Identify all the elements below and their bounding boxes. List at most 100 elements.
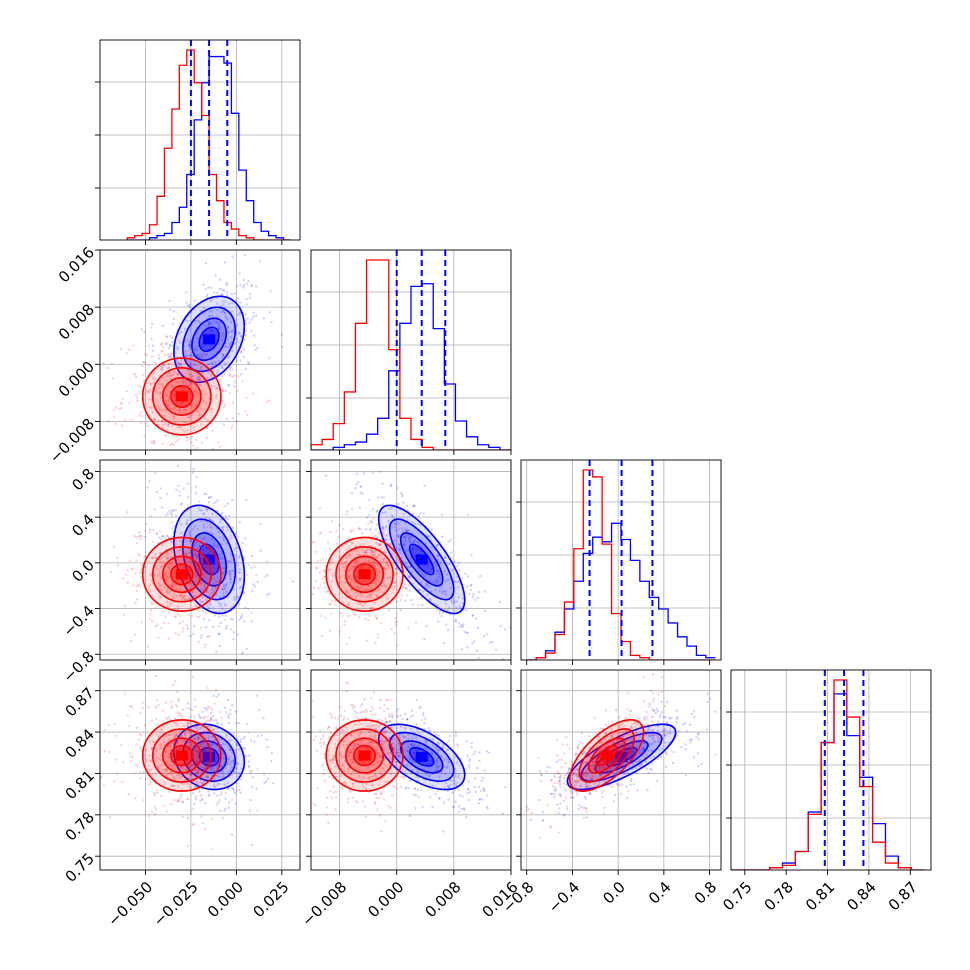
scatter-point — [221, 587, 224, 591]
scatter-point — [270, 321, 273, 324]
scatter-point — [437, 620, 440, 623]
scatter-point — [165, 379, 168, 382]
scatter-point — [212, 719, 215, 722]
scatter-point — [182, 724, 186, 728]
scatter-point — [314, 550, 318, 553]
scatter-point — [406, 745, 410, 748]
scatter-point — [195, 781, 199, 784]
scatter-point — [195, 446, 199, 450]
scatter-point — [165, 588, 169, 591]
panel-2-0 — [95, 459, 301, 665]
scatter-point — [177, 798, 181, 801]
scatter-point — [229, 557, 233, 560]
scatter-point — [188, 303, 191, 306]
scatter-point — [112, 408, 116, 412]
scatter-point — [371, 538, 374, 541]
scatter-point — [226, 528, 229, 532]
scatter-point — [210, 847, 213, 850]
scatter-point — [377, 496, 380, 499]
scatter-point — [185, 435, 189, 439]
scatter-point — [652, 733, 656, 737]
scatter-point — [208, 767, 211, 770]
scatter-point — [232, 569, 235, 572]
panel-frame — [99, 669, 301, 871]
scatter-point — [647, 727, 650, 730]
scatter-point — [472, 640, 476, 643]
scatter-point — [453, 601, 456, 605]
scatter-point — [193, 563, 197, 566]
scatter-point — [658, 749, 661, 752]
scatter-point — [235, 359, 239, 363]
scatter-point — [368, 561, 371, 565]
scatter-point — [239, 778, 242, 781]
density-peak-blue — [203, 334, 216, 345]
scatter-point — [155, 717, 158, 721]
scatter-point — [227, 330, 230, 334]
scatter-point — [221, 751, 225, 755]
scatter-point — [221, 331, 224, 335]
scatter-point — [652, 709, 655, 712]
scatter-point — [205, 590, 208, 593]
scatter-point — [553, 792, 556, 796]
panel-content — [100, 670, 300, 870]
scatter-point — [167, 716, 170, 719]
scatter-point — [204, 324, 208, 328]
scatter-point — [403, 726, 407, 729]
scatter-point — [145, 777, 148, 780]
scatter-point — [148, 759, 152, 762]
scatter-point — [164, 343, 168, 346]
scatter-point — [476, 649, 479, 652]
scatter-point — [650, 761, 654, 765]
scatter-point — [499, 624, 502, 628]
scatter-point — [483, 789, 486, 793]
scatter-point — [371, 606, 375, 610]
scatter-point — [185, 521, 189, 525]
scatter-point — [315, 567, 319, 570]
scatter-point — [364, 551, 367, 554]
scatter-point — [384, 820, 387, 823]
scatter-point — [622, 756, 626, 759]
scatter-point — [570, 760, 573, 763]
scatter-point — [152, 441, 155, 444]
scatter-point — [368, 614, 371, 617]
scatter-point — [328, 775, 331, 779]
scatter-point — [217, 322, 221, 326]
scatter-point — [158, 392, 162, 395]
scatter-point — [371, 564, 375, 567]
scatter-point — [237, 602, 241, 606]
scatter-point — [562, 776, 566, 780]
scatter-point — [381, 525, 385, 529]
scatter-point — [626, 771, 630, 775]
scatter-point — [553, 795, 556, 799]
scatter-point — [419, 512, 422, 515]
scatter-point — [422, 512, 425, 515]
scatter-point — [211, 592, 214, 595]
scatter-point — [230, 330, 234, 333]
scatter-point — [204, 802, 207, 805]
scatter-point — [348, 568, 351, 572]
scatter-point — [430, 751, 433, 755]
scatter-point — [219, 764, 223, 768]
scatter-point — [159, 747, 162, 750]
scatter-point — [180, 363, 183, 367]
scatter-point — [201, 573, 205, 577]
scatter-point — [153, 602, 156, 606]
scatter-point — [681, 722, 685, 726]
scatter-point — [193, 625, 196, 628]
scatter-point — [334, 746, 337, 750]
scatter-point — [362, 542, 365, 546]
scatter-point — [217, 374, 221, 377]
scatter-point — [247, 362, 251, 366]
scatter-point — [219, 557, 223, 560]
scatter-point — [407, 786, 411, 790]
scatter-point — [152, 556, 155, 560]
scatter-point — [240, 767, 243, 770]
scatter-point — [402, 543, 406, 546]
scatter-point — [171, 583, 174, 586]
scatter-point — [447, 540, 450, 544]
scatter-point — [245, 722, 249, 726]
scatter-point — [342, 601, 345, 604]
scatter-point — [214, 361, 218, 365]
scatter-point — [138, 746, 142, 749]
contour-blue — [173, 504, 246, 615]
